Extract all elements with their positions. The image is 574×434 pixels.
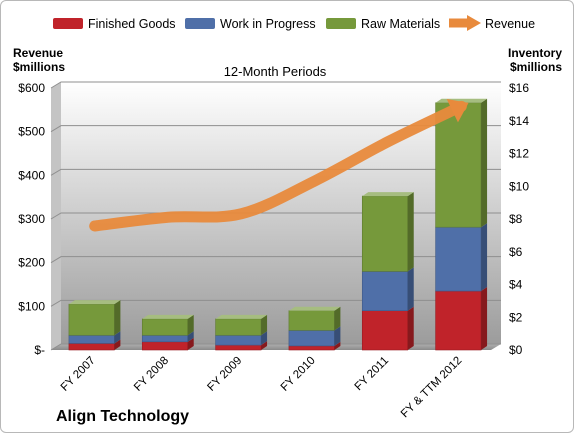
bar-segment [69,300,120,335]
right-axis-tick-label: $16 [509,81,529,95]
bar-front [216,345,261,350]
right-axis-tick-label: $2 [509,310,523,324]
bar-top [69,300,120,304]
legend-label-finished-goods: Finished Goods [88,17,176,31]
chart-subtitle: 12-Month Periods [224,64,327,79]
bar-front [289,311,334,331]
left-axis-tick-label: $500 [18,125,45,139]
left-axis-tick-label: $- [34,343,45,357]
x-axis-tick-label: FY 2008 [132,355,171,394]
bar-top [142,315,193,319]
bar-segment [289,307,340,331]
legend-label-raw-materials: Raw Materials [361,17,440,31]
right-axis-tick-label: $12 [509,147,529,161]
bar-front [69,335,114,343]
bar-side [408,267,414,310]
right-axis-title-line2: $millions [510,60,562,74]
bar-front [69,343,114,350]
bar-front [436,291,481,350]
left-axis-tick-label: $300 [18,212,45,226]
left-axis-ticks: $- $100 $200 $300 $400 $500 $600 [18,81,45,357]
bar-front [362,196,407,271]
legend-label-work-in-progress: Work in Progress [220,17,316,31]
bar-top [362,192,413,196]
bar-side [481,287,487,350]
bar-side [481,99,487,227]
bar-segment [362,192,413,271]
bar-side [408,192,414,271]
right-axis-tick-label: $4 [509,278,523,292]
legend-arrowhead-revenue [467,15,481,31]
bar-front [436,227,481,291]
bar-front [362,311,407,350]
right-axis-tick-label: $14 [509,114,529,128]
bar-segment [142,315,193,335]
left-axis-title-line1: Revenue [13,46,63,60]
left-axis-title-line2: $millions [13,60,65,74]
right-axis-tick-label: $0 [509,343,523,357]
bar-front [142,342,187,350]
bar-front [216,335,261,345]
right-axis-tick-label: $10 [509,179,529,193]
bar-front [289,330,334,346]
bar-segment [436,223,487,291]
left-axis-tick-label: $600 [18,81,45,95]
bar-segment [436,287,487,350]
bar-front [216,319,261,335]
bar-side [408,307,414,350]
legend-swatch-raw-materials [326,18,356,29]
bar-front [142,319,187,335]
bar-front [142,335,187,342]
legend-swatch-finished-goods [53,18,83,29]
x-axis-tick-label: FY 2011 [353,355,391,393]
left-axis-tick-label: $200 [18,256,45,270]
bar-segment [216,315,267,335]
left-axis-tick-label: $400 [18,168,45,182]
legend-swatch-work-in-progress [185,18,215,29]
x-axis-tick-label: FY 2007 [59,355,98,394]
bar-segment [362,267,413,310]
x-axis-tick-label: FY 2009 [205,355,244,394]
bar-front [362,271,407,310]
bar-front [69,304,114,335]
right-axis-tick-label: $6 [509,245,523,259]
x-axis-tick-label: FY 2010 [279,355,318,394]
bar-segment [362,307,413,350]
right-axis-tick-label: $8 [509,212,523,226]
bar-top [216,315,267,319]
right-axis-ticks: $0 $2 $4 $6 $8 $10 $12 $14 $16 [509,81,529,357]
legend-label-revenue: Revenue [485,17,535,31]
bar-front [289,346,334,350]
bar-side [334,307,340,331]
x-axis-tick-label: FY & TTM 2012 [399,355,465,421]
bar-side [114,300,120,335]
company-name: Align Technology [56,408,189,425]
legend: Finished Goods Work in Progress Raw Mate… [53,15,535,31]
left-axis-tick-label: $100 [18,299,45,313]
bar-top [289,307,340,311]
bar-side [481,223,487,291]
right-axis-title-line1: Inventory [508,46,562,60]
